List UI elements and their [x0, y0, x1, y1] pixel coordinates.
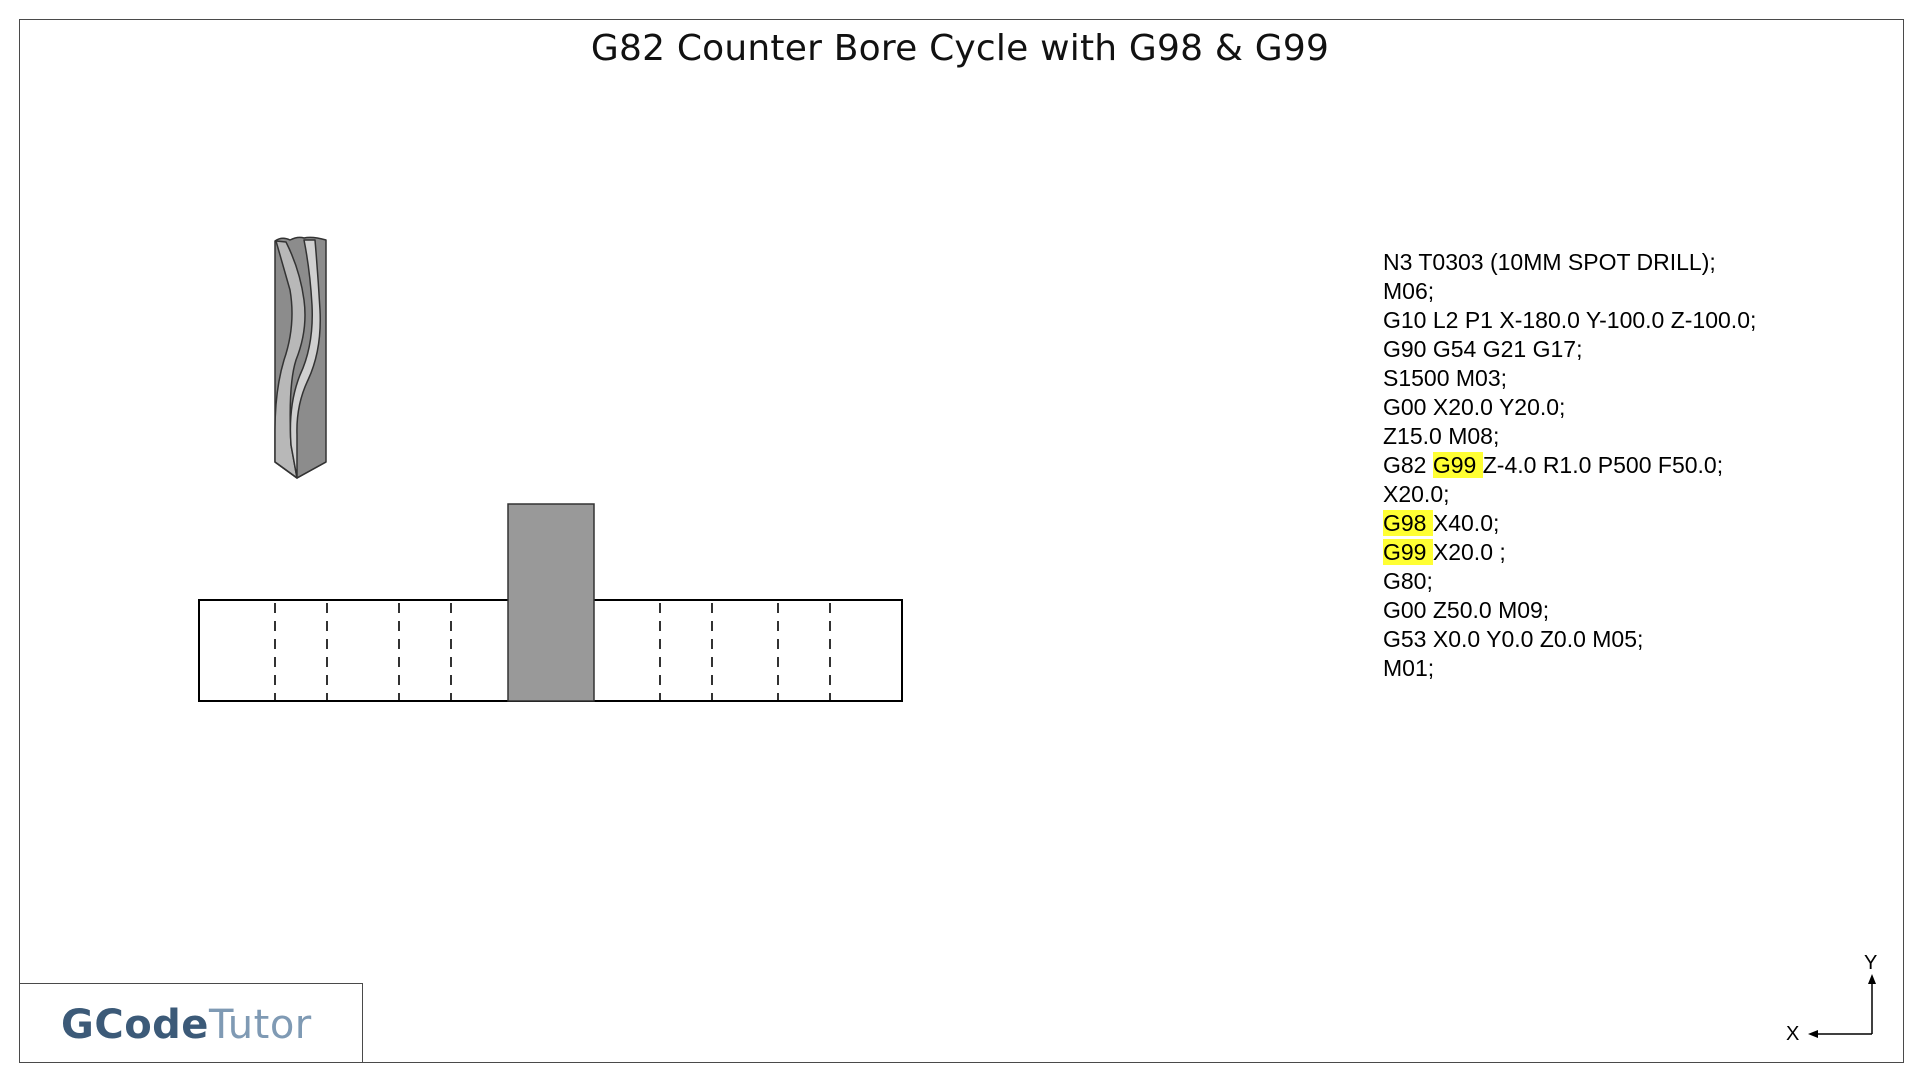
- gcode-line: X20.0;: [1383, 480, 1756, 509]
- logo-box: GCodeTutor: [19, 983, 363, 1063]
- diagram-title: G82 Counter Bore Cycle with G98 & G99: [590, 28, 1330, 69]
- highlighted-code: G98: [1383, 510, 1433, 536]
- y-axis-label: Y: [1864, 952, 1878, 974]
- gcode-line: G98 X40.0;: [1383, 509, 1756, 538]
- code-text: G82: [1383, 452, 1433, 478]
- code-text: G00 X20.0 Y20.0;: [1383, 394, 1566, 420]
- gcode-line: G53 X0.0 Y0.0 Z0.0 M05;: [1383, 625, 1756, 654]
- gcode-line: G90 G54 G21 G17;: [1383, 335, 1756, 364]
- code-text: X20.0;: [1383, 481, 1450, 507]
- spot-drill-tool: [274, 236, 327, 479]
- logo-part-1: GCode: [61, 1002, 209, 1048]
- gcode-line: G00 Z50.0 M09;: [1383, 596, 1756, 625]
- code-text: Z15.0 M08;: [1383, 423, 1500, 449]
- code-text: G00 Z50.0 M09;: [1383, 597, 1550, 623]
- clamp-obstacle: [507, 503, 595, 702]
- logo-part-2: Tutor: [208, 1002, 312, 1048]
- drawing-frame: [19, 19, 1904, 1063]
- gcodetutor-logo: GCodeTutor: [61, 1002, 312, 1048]
- gcode-line: G99 X20.0 ;: [1383, 538, 1756, 567]
- code-text: Z-4.0 R1.0 P500 F50.0;: [1482, 452, 1724, 478]
- hole-hidden-lines: [274, 603, 831, 700]
- y-axis-arrowhead: [1868, 974, 1876, 984]
- gcode-line: N3 T0303 (10MM SPOT DRILL);: [1383, 248, 1756, 277]
- gcode-line: G10 L2 P1 X-180.0 Y-100.0 Z-100.0;: [1383, 306, 1756, 335]
- x-axis-label: X: [1786, 1023, 1800, 1045]
- code-text: X20.0 ;: [1432, 539, 1506, 565]
- drill-tip: [274, 461, 327, 479]
- gcode-line: M06;: [1383, 277, 1756, 306]
- highlighted-code: G99: [1383, 539, 1433, 565]
- code-text: G80;: [1383, 568, 1433, 594]
- drill-flute-2: [289, 239, 321, 479]
- code-text: X40.0;: [1432, 510, 1500, 536]
- highlighted-code: G99: [1432, 452, 1483, 478]
- x-axis-arrowhead: [1808, 1030, 1818, 1038]
- code-text: M01;: [1383, 655, 1435, 681]
- code-text: S1500 M03;: [1383, 365, 1508, 391]
- code-text: N3 T0303 (10MM SPOT DRILL);: [1383, 249, 1716, 275]
- code-text: G10 L2 P1 X-180.0 Y-100.0 Z-100.0;: [1383, 307, 1757, 333]
- gcode-line: S1500 M03;: [1383, 364, 1756, 393]
- axis-indicator: [1808, 974, 1876, 1038]
- gcode-line: Z15.0 M08;: [1383, 422, 1756, 451]
- gcode-line: G82 G99 Z-4.0 R1.0 P500 F50.0;: [1383, 451, 1756, 480]
- gcode-line: G80;: [1383, 567, 1756, 596]
- code-text: M06;: [1383, 278, 1435, 304]
- workpiece: [198, 503, 903, 702]
- gcode-line: G00 X20.0 Y20.0;: [1383, 393, 1756, 422]
- code-text: G90 G54 G21 G17;: [1383, 336, 1583, 362]
- gcode-line: M01;: [1383, 654, 1756, 683]
- code-text: G53 X0.0 Y0.0 Z0.0 M05;: [1383, 626, 1644, 652]
- gcode-program: N3 T0303 (10MM SPOT DRILL); M06; G10 L2 P1…: [1383, 248, 1756, 683]
